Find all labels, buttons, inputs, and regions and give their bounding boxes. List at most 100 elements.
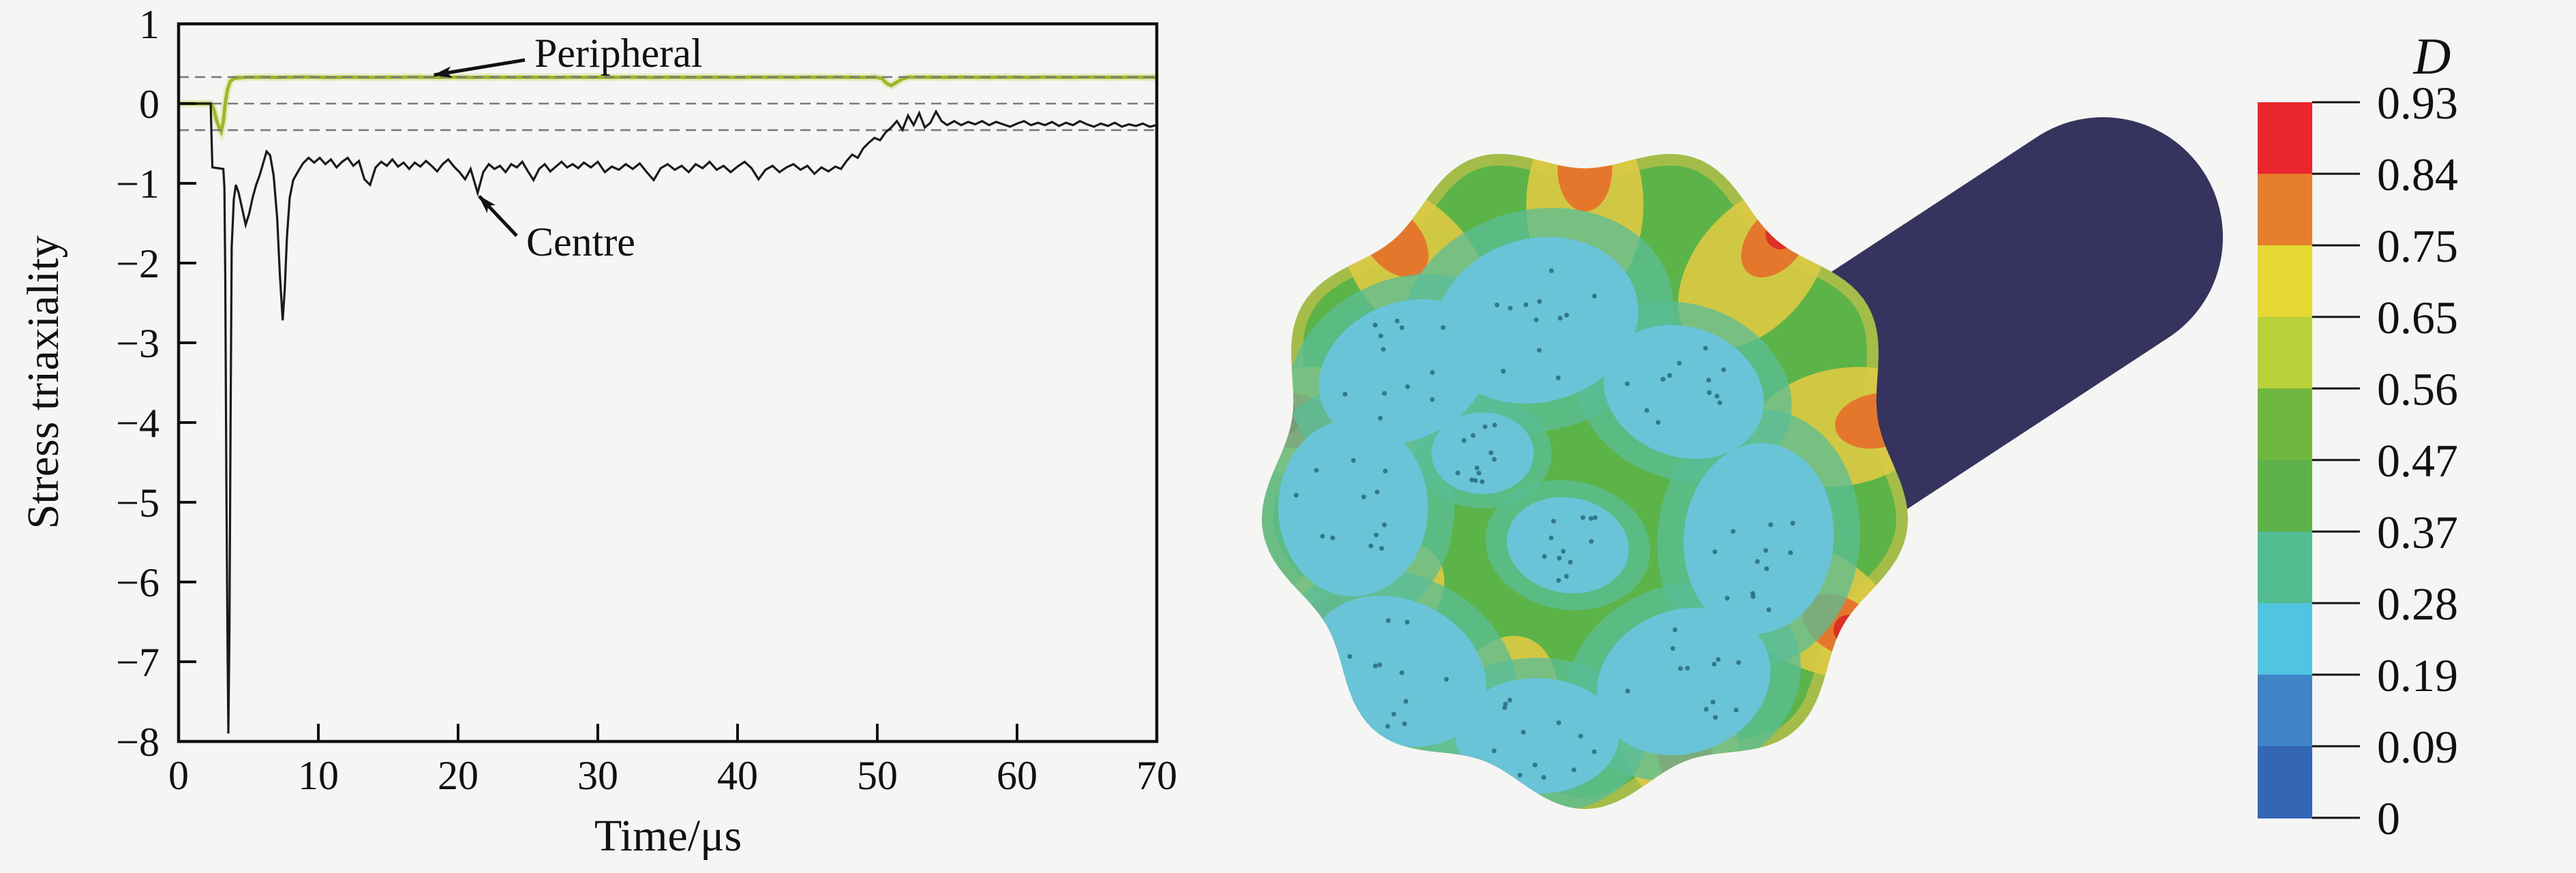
mesh-speckle [1542,554,1547,560]
mesh-speckle [1405,384,1410,389]
plot-border [177,22,1159,744]
mesh-speckle [1347,654,1352,659]
x-tick-label: 10 [298,753,339,798]
mesh-speckle [1736,660,1742,665]
mesh-speckle [1401,721,1407,726]
notch-orange-spot [1558,153,1612,212]
mesh-speckle [1541,775,1547,780]
annotation-peripheral-label: Peripheral [534,31,703,76]
mesh-speckle [1483,424,1488,429]
colorbar-tick-label: 0.75 [2377,220,2458,272]
mesh-speckle [1536,348,1542,353]
mesh-speckle [1403,699,1408,704]
cyan-blob [1278,419,1428,596]
colorbar-tick-label: 0.37 [2377,506,2458,558]
mesh-speckle [1560,549,1566,554]
cyan-blob [1596,607,1771,756]
mesh-speckle [1721,367,1726,372]
mesh-speckle [1592,294,1597,299]
mesh-speckle [1524,302,1529,307]
mesh-speckle [1494,302,1500,307]
colorbar-tick-label: 0.47 [2377,435,2458,487]
mesh-speckle [1713,715,1718,720]
mesh-speckle [1399,325,1405,331]
mesh-speckle [1556,578,1562,583]
colorbar-tick-label: 0.28 [2377,578,2458,630]
mesh-speckle [1537,298,1543,304]
mesh-speckle [1549,268,1554,273]
mesh-speckle [1491,748,1497,754]
mesh-speckle [1476,470,1482,476]
mesh-speckle [1588,516,1594,521]
mesh-speckle [1532,763,1538,768]
mesh-speckle [1624,381,1630,386]
mesh-speckle [1500,369,1506,374]
mesh-speckle [1373,663,1378,669]
mesh-speckle [1429,397,1435,402]
mesh-speckle [1703,346,1708,351]
mesh-speckle [1768,522,1774,527]
mesh-speckle [1382,468,1388,474]
colorbar-segment [2258,174,2312,246]
mesh-speckle [1578,733,1584,739]
mesh-speckle [1455,470,1461,476]
mesh-speckle [1469,477,1474,483]
mesh-speckle [1342,392,1348,397]
mesh-speckle [1391,711,1397,717]
mesh-speckle [1399,670,1405,675]
colorbar-segment [2258,603,2312,675]
mesh-speckle [1710,699,1716,705]
mesh-speckle [1725,596,1730,601]
mesh-speckle [1556,375,1561,380]
x-tick-label: 50 [857,753,898,798]
mesh-speckle [1788,550,1793,555]
colorbar-segment [2258,245,2312,318]
x-tick-label: 30 [577,753,618,798]
mesh-speckle [1549,535,1554,540]
mesh-speckle [1314,468,1319,473]
mesh-speckle [1670,646,1676,652]
mesh-speckle [1429,370,1435,376]
mesh-speckle [1790,521,1795,526]
y-tick-label: −5 [116,480,160,525]
mesh-speckle [1374,532,1379,538]
mesh-speckle [1382,522,1387,527]
mesh-speckle [1655,420,1661,425]
damage-colorbar: 0.93 0.84 0.75 0.65 0.56 0.47 0.37 0.28 0.19 0.09… [2258,77,2458,844]
mesh-speckle [1755,559,1760,564]
mesh-speckle [1667,373,1672,378]
cyan-blob [1455,678,1619,794]
cyan-blob [1683,443,1834,634]
mesh-speckle [1404,619,1410,625]
mesh-speckle [1385,724,1391,729]
colorbar-tick-label: 0 [2377,793,2400,844]
mesh-speckle [1372,322,1378,328]
mesh-speckle [1716,657,1721,662]
mesh-speckle [1677,361,1682,366]
mesh-speckle [1678,666,1683,671]
mesh-speckle [1361,494,1367,500]
mesh-speckle [1733,707,1739,713]
mesh-speckle [1479,479,1485,485]
mesh-speckle [1330,535,1335,540]
mesh-speckle [1564,312,1569,318]
mesh-speckle [1706,378,1712,383]
mesh-speckle [1368,543,1374,549]
mesh-speckle [1507,305,1513,311]
mesh-speckle [1703,707,1709,712]
colorbar-segment [2258,675,2312,747]
colorbar-tick-label: 0.84 [2377,149,2458,200]
mesh-speckle [1440,324,1446,330]
x-axis-title: Time/μs [594,811,742,861]
colorbar-tick-label: 0.09 [2377,721,2458,773]
mesh-speckle [1568,560,1573,565]
mesh-speckle [1580,515,1586,520]
mesh-speckle [1564,574,1569,579]
y-tick-label: −3 [116,321,160,366]
cyan-blob [1506,497,1629,594]
colorbar-segment [2258,532,2312,604]
mesh-speckle [1379,546,1384,551]
mesh-speckle [1503,701,1509,707]
